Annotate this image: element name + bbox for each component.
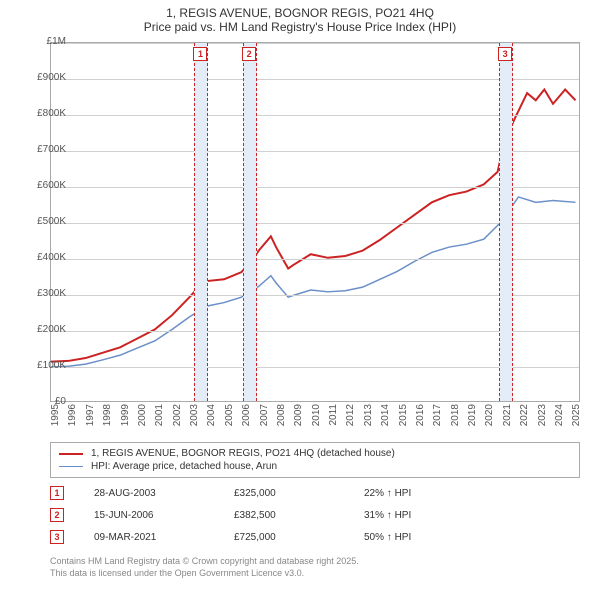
x-axis-label: 2008	[276, 404, 287, 438]
sale-price: £382,500	[234, 510, 334, 521]
y-axis-label: £600K	[18, 180, 66, 191]
sale-band	[243, 43, 257, 401]
x-axis-label: 2023	[537, 404, 548, 438]
x-axis-label: 2013	[363, 404, 374, 438]
x-axis-label: 2003	[189, 404, 200, 438]
chart-plot-area: 1 2 3	[50, 42, 580, 402]
x-axis-label: 2014	[380, 404, 391, 438]
sales-row: 1 28-AUG-2003 £325,000 22% ↑ HPI	[50, 484, 580, 506]
sale-marker-box: 2	[242, 47, 256, 61]
x-axis-label: 2010	[311, 404, 322, 438]
x-axis-label: 2015	[398, 404, 409, 438]
x-axis-label: 2022	[519, 404, 530, 438]
sale-marker-box: 3	[50, 530, 64, 544]
x-axis-label: 2006	[241, 404, 252, 438]
legend-item: HPI: Average price, detached house, Arun	[59, 460, 571, 473]
x-axis-label: 1998	[102, 404, 113, 438]
x-axis-label: 2009	[293, 404, 304, 438]
legend-swatch	[59, 466, 83, 467]
x-axis-label: 2024	[554, 404, 565, 438]
sale-price: £325,000	[234, 488, 334, 499]
sale-date: 15-JUN-2006	[94, 510, 204, 521]
legend: 1, REGIS AVENUE, BOGNOR REGIS, PO21 4HQ …	[50, 442, 580, 478]
y-axis-label: £1M	[18, 36, 66, 47]
x-axis-label: 2012	[345, 404, 356, 438]
sale-delta: 50% ↑ HPI	[364, 532, 484, 543]
x-axis-label: 1997	[85, 404, 96, 438]
chart-title-block: 1, REGIS AVENUE, BOGNOR REGIS, PO21 4HQ …	[0, 0, 600, 38]
x-axis-label: 2004	[206, 404, 217, 438]
legend-item: 1, REGIS AVENUE, BOGNOR REGIS, PO21 4HQ …	[59, 447, 571, 460]
footnote-line-2: This data is licensed under the Open Gov…	[50, 568, 580, 580]
y-axis-label: £200K	[18, 324, 66, 335]
sales-table: 1 28-AUG-2003 £325,000 22% ↑ HPI 2 15-JU…	[50, 484, 580, 550]
sales-row: 2 15-JUN-2006 £382,500 31% ↑ HPI	[50, 506, 580, 528]
sale-date: 28-AUG-2003	[94, 488, 204, 499]
x-axis-label: 2000	[137, 404, 148, 438]
title-line-1: 1, REGIS AVENUE, BOGNOR REGIS, PO21 4HQ	[0, 6, 600, 20]
x-axis-label: 2021	[502, 404, 513, 438]
y-axis-label: £900K	[18, 72, 66, 83]
legend-label: HPI: Average price, detached house, Arun	[91, 461, 277, 472]
x-axis-label: 1995	[50, 404, 61, 438]
x-axis-label: 1996	[67, 404, 78, 438]
sale-marker-box: 3	[498, 47, 512, 61]
x-axis-label: 2005	[224, 404, 235, 438]
x-axis-label: 2017	[432, 404, 443, 438]
sale-date: 09-MAR-2021	[94, 532, 204, 543]
sale-delta: 22% ↑ HPI	[364, 488, 484, 499]
x-axis-label: 2007	[259, 404, 270, 438]
x-axis-label: 2025	[571, 404, 582, 438]
footnote-line-1: Contains HM Land Registry data © Crown c…	[50, 556, 580, 568]
sale-price: £725,000	[234, 532, 334, 543]
legend-swatch	[59, 453, 83, 455]
x-axis-label: 2002	[172, 404, 183, 438]
x-axis-label: 1999	[120, 404, 131, 438]
y-axis-label: £700K	[18, 144, 66, 155]
x-axis-label: 2018	[450, 404, 461, 438]
sale-band	[499, 43, 513, 401]
y-axis-label: £400K	[18, 252, 66, 263]
x-axis-label: 2011	[328, 404, 339, 438]
y-axis-label: £500K	[18, 216, 66, 227]
sale-marker-box: 1	[50, 486, 64, 500]
sale-marker-box: 1	[193, 47, 207, 61]
y-axis-label: £100K	[18, 360, 66, 371]
sale-band	[194, 43, 208, 401]
x-axis-label: 2019	[467, 404, 478, 438]
footnote: Contains HM Land Registry data © Crown c…	[50, 556, 580, 579]
sale-marker-box: 2	[50, 508, 64, 522]
y-axis-label: £800K	[18, 108, 66, 119]
x-axis-label: 2020	[484, 404, 495, 438]
sales-row: 3 09-MAR-2021 £725,000 50% ↑ HPI	[50, 528, 580, 550]
y-axis-label: £300K	[18, 288, 66, 299]
sale-delta: 31% ↑ HPI	[364, 510, 484, 521]
legend-label: 1, REGIS AVENUE, BOGNOR REGIS, PO21 4HQ …	[91, 448, 395, 459]
x-axis-label: 2001	[154, 404, 165, 438]
x-axis-label: 2016	[415, 404, 426, 438]
title-line-2: Price paid vs. HM Land Registry's House …	[0, 20, 600, 34]
